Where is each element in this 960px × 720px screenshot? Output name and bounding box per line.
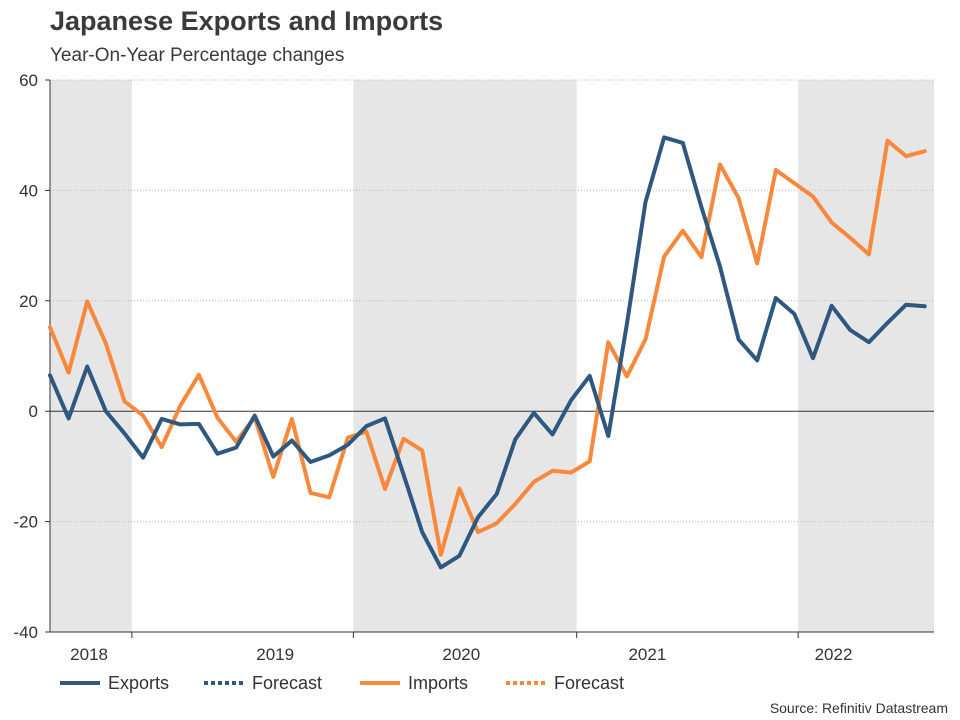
y-tick-label: -40: [13, 623, 38, 642]
y-tick-label: -20: [13, 513, 38, 532]
x-tick-label: 2018: [70, 645, 108, 664]
x-tick-label: 2022: [815, 645, 853, 664]
series-lines: [48, 135, 927, 570]
x-tick-label: 2021: [628, 645, 666, 664]
source-note: Source: Refinitiv Datastream: [769, 700, 948, 716]
y-tick-label: 20: [19, 292, 38, 311]
shaded-period-3: [798, 80, 934, 632]
y-tick-label: 60: [19, 71, 38, 90]
x-tick-label: 2019: [256, 645, 294, 664]
y-tick-label: 0: [29, 402, 38, 421]
legend: Exports Forecast Imports Forecast: [60, 673, 624, 693]
x-tick-label: 2020: [442, 645, 480, 664]
legend-label-exports-dotted: Forecast: [252, 673, 322, 693]
shaded-periods: [50, 80, 934, 632]
shaded-period-2: [353, 80, 577, 632]
legend-label-exports-solid: Exports: [108, 673, 169, 693]
legend-label-imports-solid: Imports: [408, 673, 468, 693]
axes: -40 -20 0 20 40 60 2018 2019 2020 2021 2022: [13, 71, 934, 664]
gridlines: [50, 79, 934, 523]
chart-title: Japanese Exports and Imports: [50, 6, 444, 36]
chart-subtitle: Year-On-Year Percentage changes: [50, 45, 345, 66]
exports-line: [48, 135, 927, 570]
legend-label-imports-dotted: Forecast: [554, 673, 624, 693]
y-tick-label: 40: [19, 181, 38, 200]
imports-line: [48, 138, 927, 557]
